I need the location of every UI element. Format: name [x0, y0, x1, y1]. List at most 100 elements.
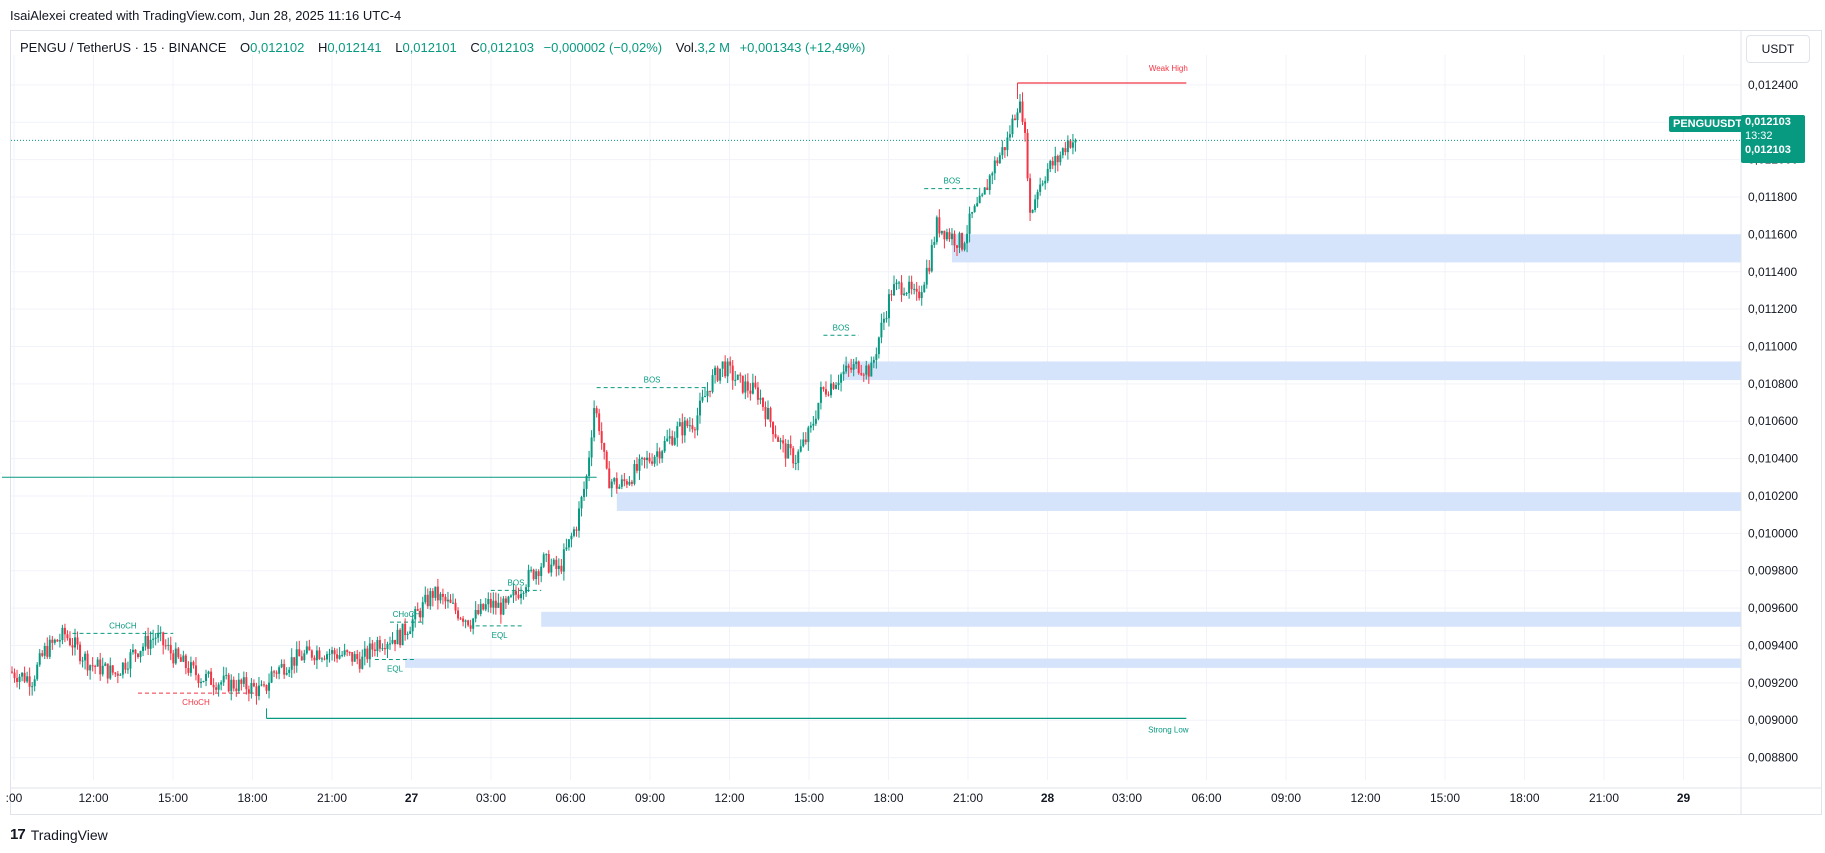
candle-up — [865, 365, 868, 375]
candle-up — [389, 643, 391, 645]
structure-break-label: CHoCH — [182, 698, 210, 707]
candle-down — [860, 373, 863, 375]
candle-down — [300, 656, 303, 661]
candle-up — [653, 456, 656, 464]
candle-up — [159, 632, 162, 634]
symbol-name[interactable]: PENGU / TetherUS · 15 · BINANCE — [20, 40, 227, 55]
structure-break-label: BOS — [944, 177, 961, 186]
candle-down — [671, 436, 674, 445]
candle-down — [630, 481, 633, 484]
candle-down — [635, 464, 638, 471]
chart-frame[interactable] — [10, 30, 1822, 815]
y-tick-label: 0,010200 — [1748, 489, 1798, 503]
candle-up — [1008, 134, 1011, 138]
candle-down — [996, 160, 999, 164]
candle-down — [623, 479, 626, 482]
candle-up — [814, 418, 817, 424]
candle-up — [1061, 148, 1064, 156]
candle-up — [666, 438, 669, 442]
candle-down — [11, 671, 13, 673]
candle-up — [315, 650, 318, 661]
candle-down — [686, 420, 689, 427]
candle-up — [154, 637, 157, 639]
candle-up — [787, 444, 790, 459]
candle-down — [1051, 160, 1054, 166]
candle-up — [908, 281, 911, 294]
last-price: 0,012103 — [1745, 116, 1791, 128]
y-tick-label: 0,011800 — [1748, 190, 1797, 204]
candle-up — [139, 650, 142, 657]
currency-button[interactable]: USDT — [1746, 35, 1810, 63]
candle-up — [89, 665, 92, 671]
candle-up — [721, 361, 724, 369]
candle-up — [552, 559, 555, 565]
candle-up — [406, 633, 409, 635]
candle-up — [250, 682, 253, 694]
candle-up — [409, 631, 412, 634]
candle-up — [572, 529, 575, 536]
candle-up — [157, 633, 160, 638]
volume-label: Vol. — [675, 40, 698, 55]
candle-down — [1013, 118, 1016, 121]
candle-up — [1041, 183, 1044, 185]
x-tick-label: 18:00 — [237, 791, 267, 805]
candle-down — [310, 650, 313, 658]
x-tick-label: 12:00 — [78, 791, 108, 805]
candle-down — [532, 569, 535, 580]
candle-down — [172, 653, 175, 664]
candle-down — [134, 649, 137, 654]
candle-down — [792, 448, 795, 464]
candle-up — [903, 293, 906, 295]
candle-up — [131, 649, 134, 653]
candle-down — [116, 673, 119, 676]
candle-up — [991, 173, 994, 176]
candle-up — [870, 362, 873, 377]
candle-up — [809, 425, 812, 428]
candle-up — [61, 627, 64, 641]
candle-down — [900, 282, 903, 295]
x-tick-label: 03:00 — [1112, 791, 1142, 805]
candle-up — [711, 375, 714, 392]
candle-down — [449, 599, 452, 603]
candle-up — [887, 294, 890, 319]
candle-down — [336, 654, 339, 659]
candle-up — [220, 682, 223, 685]
candle-up — [973, 206, 976, 213]
candle-down — [265, 684, 268, 691]
candle-down — [298, 649, 301, 657]
y-tick-label: 0,009800 — [1748, 564, 1798, 578]
candle-up — [36, 664, 39, 680]
candle-up — [96, 659, 99, 667]
candle-up — [583, 488, 586, 498]
candle-up — [479, 603, 482, 614]
candle-up — [217, 684, 220, 690]
candle-down — [782, 440, 785, 444]
candle-down — [731, 365, 734, 381]
tradingview-branding[interactable]: 17 TradingView — [10, 826, 108, 843]
candle-up — [726, 361, 729, 377]
candle-up — [535, 571, 538, 580]
candle-up — [905, 293, 908, 295]
candle-up — [620, 479, 623, 487]
candle-down — [346, 650, 349, 652]
candle-down — [147, 636, 150, 649]
candle-up — [852, 364, 855, 370]
y-tick-label: 0,009200 — [1748, 676, 1798, 690]
y-tick-label: 0,010000 — [1748, 526, 1798, 540]
candle-down — [961, 233, 964, 250]
candle-up — [43, 645, 46, 656]
candle-up — [497, 602, 500, 608]
candle-down — [444, 596, 447, 602]
candle-down — [16, 678, 19, 682]
candle-down — [499, 602, 502, 615]
candle-down — [915, 288, 918, 292]
x-tick-label: 06:00 — [555, 791, 585, 805]
candle-down — [600, 431, 603, 443]
candle-down — [986, 187, 989, 191]
candle-up — [104, 663, 107, 666]
structure-break-label: BOS — [833, 323, 850, 332]
candle-up — [121, 662, 124, 675]
candle-up — [487, 598, 490, 605]
candle-down — [824, 389, 827, 395]
